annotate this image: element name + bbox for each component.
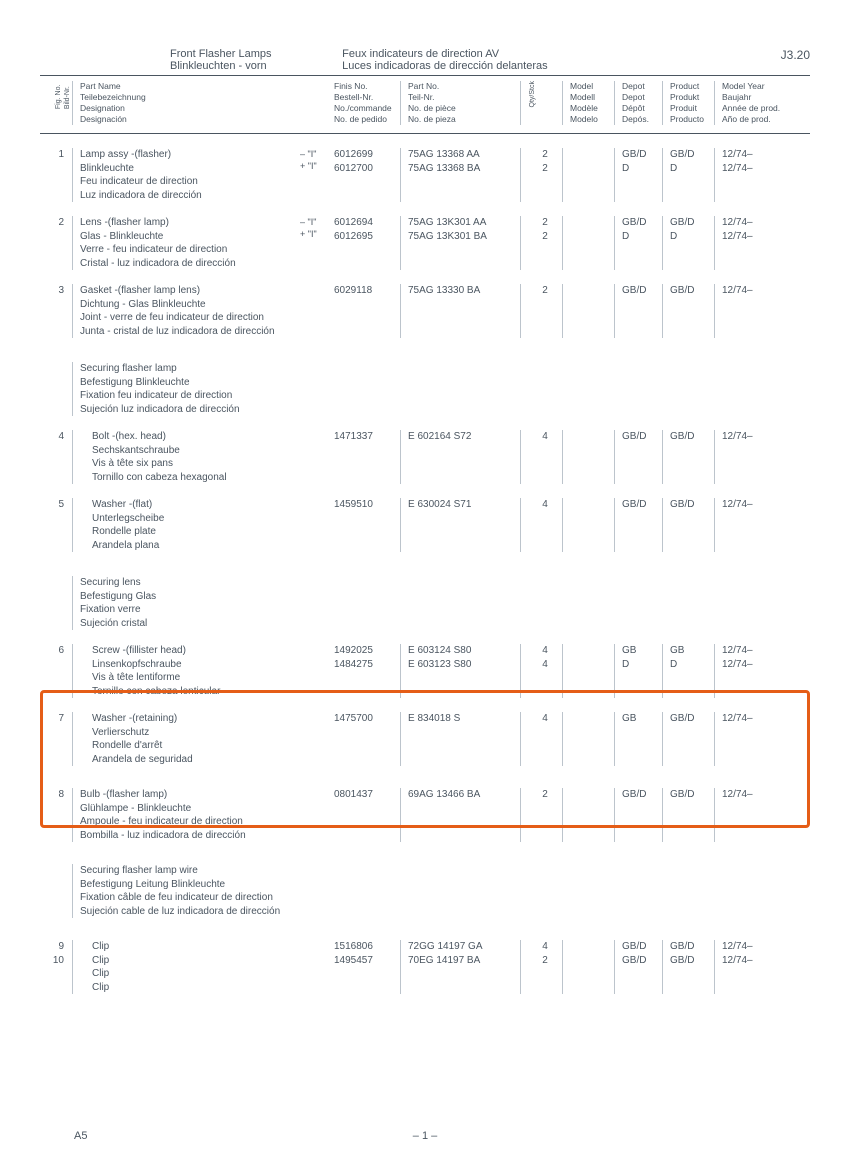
title-fr: Feux indicateurs de direction AV: [342, 48, 651, 60]
title-de: Blinkleuchten - vorn: [170, 60, 342, 72]
column-headers: Fig. No. Bild-Nr. Part NameTeilebezeichn…: [40, 76, 810, 133]
table-row: 2Lens -(flasher lamp)Glas - Blinkleuchte…: [40, 202, 810, 270]
title-col1: Front Flasher Lamps Blinkleuchten - vorn: [170, 48, 342, 72]
title-en: Front Flasher Lamps: [170, 48, 342, 60]
hdr-depot: DepotDepotDépôtDepós.: [622, 81, 662, 125]
hdr-fig: Fig. No. Bild-Nr.: [40, 81, 72, 113]
title-bar: Front Flasher Lamps Blinkleuchten - vorn…: [170, 48, 810, 72]
footer-center: – 1 –: [40, 1130, 810, 1142]
hdr-qty: Qty/Stck: [528, 81, 562, 107]
table-row: 6Screw -(fillister head)Linsenkopfschrau…: [40, 630, 810, 698]
table-row: 3Gasket -(flasher lamp lens)Dichtung - G…: [40, 270, 810, 338]
title-col2: Feux indicateurs de direction AV Luces i…: [342, 48, 651, 72]
hdr-year: Model YearBaujahrAnnée de prod.Año de pr…: [722, 81, 802, 125]
hdr-model: ModelModellModèleModelo: [570, 81, 614, 125]
table-body: 1Lamp assy -(flasher)BlinkleuchteFeu ind…: [40, 134, 810, 994]
table-row: 4Bolt -(hex. head)SechskantschraubeVis à…: [40, 416, 810, 484]
hdr-product: ProductProduktProduitProducto: [670, 81, 714, 125]
title-es: Luces indicadoras de dirección delantera…: [342, 60, 651, 72]
hdr-partno: Part No.Teil-Nr.No. de pièceNo. de pieza: [408, 81, 520, 125]
hdr-name: Part NameTeilebezeichnungDesignationDesi…: [80, 81, 300, 125]
group-header: Securing flasher lampBefestigung Blinkle…: [40, 338, 810, 416]
footer: A5 – 1 –: [40, 1130, 810, 1142]
table-row: 5Washer -(flat)UnterlegscheibeRondelle p…: [40, 484, 810, 552]
footer-left: A5: [74, 1130, 87, 1142]
table-row: 8Bulb -(flasher lamp)Glühlampe - Blinkle…: [40, 766, 810, 842]
group-header: Securing lensBefestigung GlasFixation ve…: [40, 552, 810, 630]
table-row: 7Washer -(retaining)VerlierschutzRondell…: [40, 698, 810, 766]
table-row: 1Lamp assy -(flasher)BlinkleuchteFeu ind…: [40, 134, 810, 202]
hdr-finis: Finis No.Bestell-Nr.No./commandeNo. de p…: [334, 81, 400, 125]
page-code: J3.20: [651, 48, 810, 72]
table-row: 910ClipClipClipClip1516806149545772GG 14…: [40, 918, 810, 994]
page: Front Flasher Lamps Blinkleuchten - vorn…: [0, 0, 850, 1167]
group-header: Securing flasher lamp wireBefestigung Le…: [40, 842, 810, 918]
